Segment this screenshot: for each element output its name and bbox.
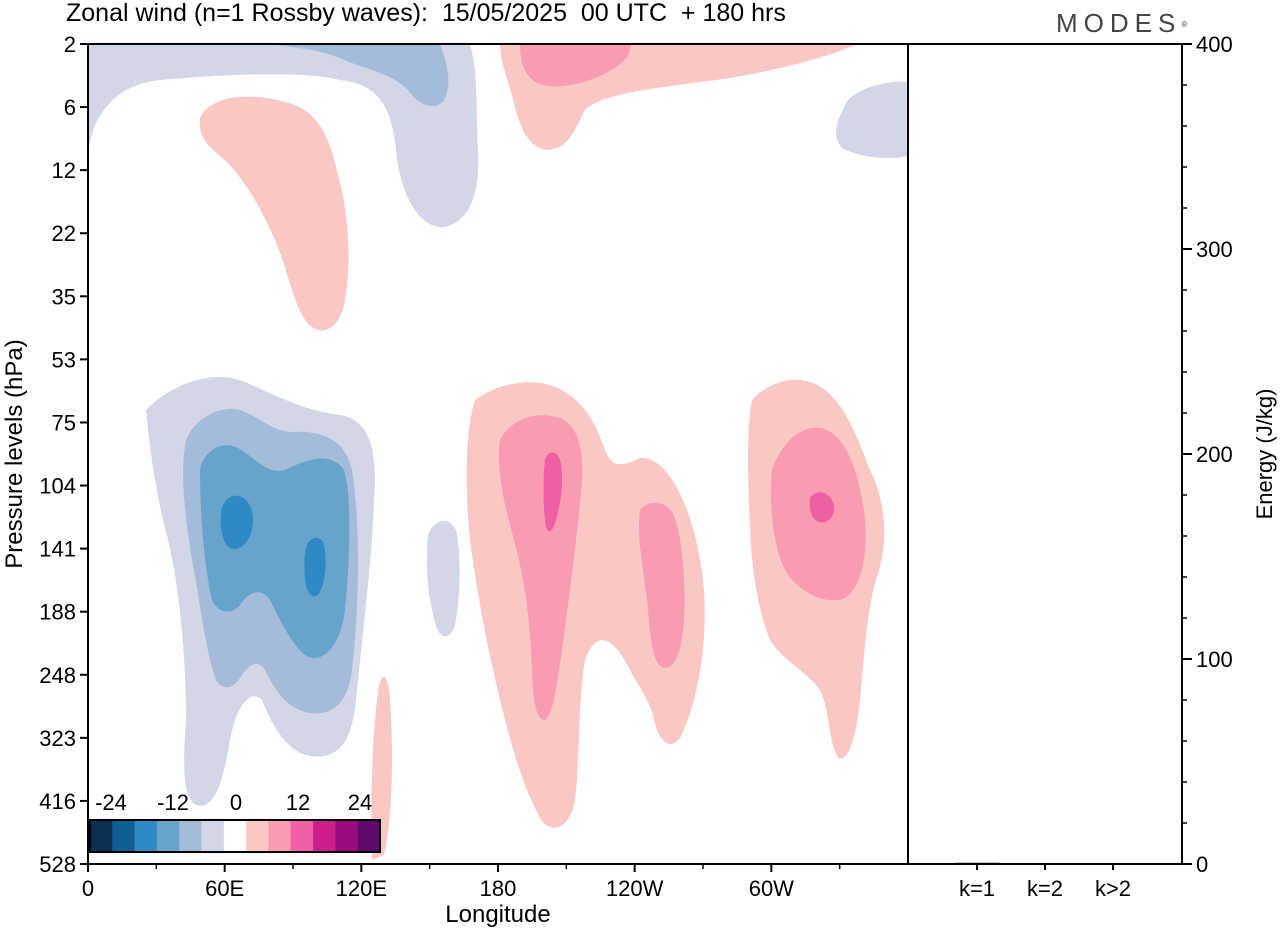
y-tick-label: 35	[52, 284, 76, 309]
colorbar-swatch	[201, 820, 225, 852]
energy-tick-label: 100	[1196, 647, 1233, 672]
colorbar-swatch	[313, 820, 336, 852]
colorbar-frame	[89, 819, 381, 853]
x-axis-label: Longitude	[445, 901, 550, 928]
brand-text: MODES	[1056, 8, 1182, 38]
energy-panel-frame	[907, 43, 1183, 865]
y-tick-label: 53	[52, 347, 76, 372]
y-tick-label: 188	[39, 600, 76, 625]
x-tick-label: 0	[82, 876, 94, 901]
y-axis: 2 6 12 22 35 53 75 104 141 188 248 323 416 528	[39, 32, 88, 877]
y-tick-label: 12	[52, 158, 76, 183]
x-tick-label: 120W	[606, 876, 664, 901]
colorbar-swatch	[335, 820, 358, 852]
y-tick-label: 323	[39, 726, 76, 751]
contour-neg-20-lower-left-b	[304, 537, 326, 597]
contour-field	[88, 44, 908, 860]
colorbar-label: 24	[348, 790, 372, 815]
colorbar-swatch	[246, 820, 269, 852]
y-tick-label: 141	[39, 537, 76, 562]
colorbar-label: 0	[230, 790, 242, 815]
y-axis-label: Pressure levels (hPa)	[1, 339, 28, 568]
contour-neg-10-upper-left	[270, 44, 449, 107]
k-tick-label: k>2	[1095, 876, 1131, 901]
energy-tick-label: 0	[1196, 852, 1208, 877]
colorbar-swatch	[223, 820, 247, 852]
chart-title: Zonal wind (n=1 Rossby waves): 15/05/202…	[66, 0, 786, 27]
energy-tick-label: 200	[1196, 442, 1233, 467]
x-tick-label: 120E	[336, 876, 387, 901]
colorbar-swatch	[179, 820, 202, 852]
colorbar-swatch	[290, 820, 314, 852]
k-tick-label: k=2	[1027, 876, 1063, 901]
energy-bar	[1091, 863, 1135, 865]
y-tick-label: 528	[39, 852, 76, 877]
brand-mark: ®	[1181, 20, 1188, 29]
energy-axis: 0 100 200 300 400	[1182, 32, 1233, 877]
contour-neg-5-mid	[426, 520, 460, 637]
colorbar-label: 12	[286, 790, 310, 815]
wavenumber-axis: k=1 k=2 k>2	[959, 864, 1131, 901]
x-tick-label: 60E	[205, 876, 244, 901]
x-tick-label: 180	[480, 876, 517, 901]
energy-tick-label: 400	[1196, 32, 1233, 57]
y-tick-label: 6	[64, 95, 76, 120]
contour-pos-10-central-a	[498, 415, 583, 720]
contour-neg-20-lower-left-a	[220, 495, 254, 549]
contour-pos-5-upper	[199, 96, 349, 331]
contour-neg-5-right-edge	[835, 81, 908, 158]
y-tick-label: 2	[64, 32, 76, 57]
colorbar-swatch	[268, 820, 292, 852]
x-tick-label: 60W	[749, 876, 794, 901]
colorbar-label: -12	[157, 790, 189, 815]
colorbar-swatch	[357, 820, 381, 852]
energy-tick-label: 300	[1196, 237, 1233, 262]
colorbar-swatch	[156, 820, 180, 852]
colorbar: -24 -12 0 12 24	[89, 790, 381, 853]
contour-pos-5-sliver	[371, 676, 392, 860]
contour-pos-10-upper-right	[520, 44, 631, 87]
contour-gap-upper-left	[147, 88, 211, 136]
y-tick-label: 416	[39, 789, 76, 814]
energy-bar	[955, 862, 999, 864]
y-tick-label: 22	[52, 221, 76, 246]
contour-pos-15-central	[543, 452, 563, 532]
contour-pos-15-right	[809, 492, 835, 523]
x-axis: 0 60E 120E 180 120W 60W	[82, 864, 841, 901]
colorbar-label: -24	[95, 790, 127, 815]
contour-neg-5-upper-left	[88, 44, 479, 228]
y-tick-label: 248	[39, 663, 76, 688]
energy-axis-label: Energy (J/kg)	[1252, 389, 1277, 520]
colorbar-swatch	[90, 820, 113, 852]
colorbar-swatch	[112, 820, 135, 852]
brand-logo: MODES®	[1056, 8, 1187, 38]
contour-pos-10-central-b	[638, 502, 685, 668]
k-tick-label: k=1	[959, 876, 995, 901]
y-tick-label: 75	[52, 410, 76, 435]
y-tick-label: 104	[39, 474, 76, 499]
colorbar-swatch	[134, 820, 158, 852]
